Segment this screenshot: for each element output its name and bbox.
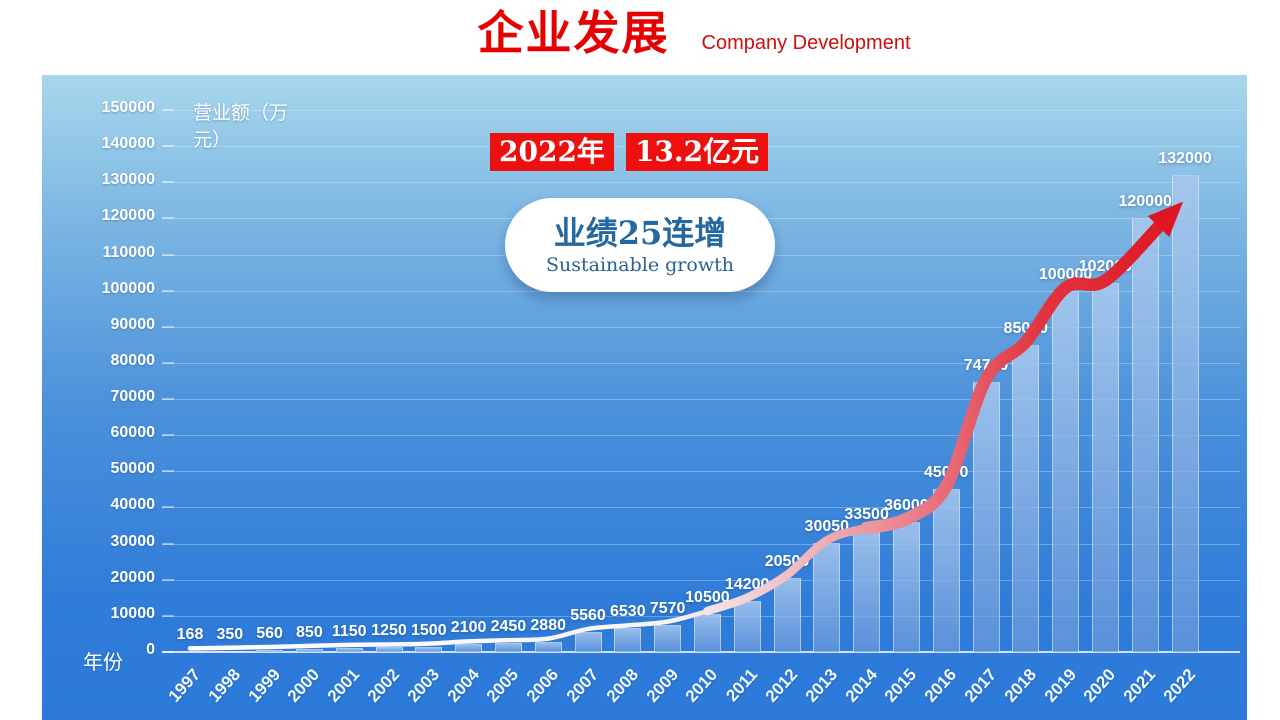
y-tick-mark-130000 xyxy=(162,181,174,184)
y-tick-label-130000: 130000 xyxy=(101,171,155,189)
growth-bubble: 业绩25连增 Sustainable growth xyxy=(505,198,775,292)
value-label-2018: 85000 xyxy=(1003,319,1049,337)
bar-2017 xyxy=(972,382,1000,652)
value-label-2012: 20500 xyxy=(764,552,810,570)
bar-2018 xyxy=(1012,344,1040,652)
highlight-callout: 2022年 13.2亿元 xyxy=(490,133,769,171)
y-tick-mark-80000 xyxy=(162,361,174,364)
y-tick-mark-50000 xyxy=(162,470,174,473)
y-tick-label-70000: 70000 xyxy=(110,388,156,406)
bar-2011 xyxy=(733,600,761,652)
bar-2005 xyxy=(494,643,522,652)
y-tick-mark-20000 xyxy=(162,578,174,581)
page-subtitle: Company Development xyxy=(701,32,911,54)
value-label-2022: 132000 xyxy=(1158,150,1212,168)
y-tick-label-50000: 50000 xyxy=(110,460,156,478)
value-label-2015: 36000 xyxy=(884,496,929,514)
y-tick-label-100000: 100000 xyxy=(101,279,155,297)
bar-2004 xyxy=(455,644,483,652)
y-tick-label-10000: 10000 xyxy=(110,604,156,622)
y-tick-mark-90000 xyxy=(162,325,174,328)
bar-2003 xyxy=(415,646,443,652)
y-tick-label-90000: 90000 xyxy=(110,315,156,333)
bar-1999 xyxy=(256,649,284,652)
page-header: 企业发展 Company Development xyxy=(54,0,1280,75)
y-axis-title: 营业额（万 元） xyxy=(193,100,288,154)
y-tick-mark-150000 xyxy=(162,109,174,111)
bubble-headline: 业绩25连增 xyxy=(553,214,727,252)
y-tick-label-120000: 120000 xyxy=(101,207,155,225)
value-label-2020: 102000 xyxy=(1078,258,1133,276)
value-label-2017: 74700 xyxy=(963,357,1009,375)
bar-2001 xyxy=(335,647,363,652)
gridline-130000 xyxy=(162,182,1240,184)
value-label-2011: 14200 xyxy=(724,575,770,593)
bar-2002 xyxy=(375,647,403,652)
x-axis-line xyxy=(162,651,1240,653)
x-axis-title: 年份 xyxy=(83,652,123,674)
bar-2010 xyxy=(693,614,721,652)
chart-panel: 营业额（万 元） 年份 2022年 13.2亿元 业绩25连增 Sustaina… xyxy=(42,75,1247,720)
callout-amount-chip: 13.2亿元 xyxy=(625,133,769,171)
value-label-2021: 120000 xyxy=(1118,193,1172,211)
y-tick-label-60000: 60000 xyxy=(110,424,156,442)
y-tick-mark-110000 xyxy=(162,253,174,256)
y-tick-mark-120000 xyxy=(162,217,174,220)
y-tick-label-30000: 30000 xyxy=(110,532,156,550)
bar-1997 xyxy=(176,651,204,652)
y-tick-label-20000: 20000 xyxy=(110,568,156,586)
y-axis-title-line1: 营业额（万 xyxy=(193,103,289,124)
gridline-150000 xyxy=(162,110,1240,111)
y-tick-label-40000: 40000 xyxy=(110,496,156,514)
y-tick-label-140000: 140000 xyxy=(101,135,155,153)
bar-2022 xyxy=(1171,175,1199,652)
bar-2007 xyxy=(574,631,602,652)
y-tick-label-110000: 110000 xyxy=(102,243,155,261)
value-label-2016: 45000 xyxy=(923,464,969,482)
y-tick-mark-140000 xyxy=(162,145,174,148)
bar-2006 xyxy=(534,641,562,652)
y-tick-mark-60000 xyxy=(162,434,174,437)
y-axis-title-line2: 元） xyxy=(193,130,232,151)
bar-2009 xyxy=(654,624,682,652)
y-tick-label-150000: 150000 xyxy=(101,99,155,116)
bar-1998 xyxy=(216,650,244,652)
bar-2021 xyxy=(1131,218,1159,652)
bar-2000 xyxy=(295,648,323,652)
y-tick-mark-30000 xyxy=(162,542,174,545)
y-tick-label-0: 0 xyxy=(146,641,155,658)
callout-year-chip: 2022年 xyxy=(490,133,614,171)
y-tick-mark-100000 xyxy=(162,289,174,292)
bar-2014 xyxy=(853,530,881,652)
y-tick-mark-40000 xyxy=(162,506,174,509)
y-tick-label-80000: 80000 xyxy=(110,351,156,369)
bar-2020 xyxy=(1091,283,1119,652)
y-tick-mark-10000 xyxy=(162,614,174,617)
bar-2019 xyxy=(1052,290,1080,652)
bar-2008 xyxy=(614,628,642,652)
bubble-subtext: Sustainable growth xyxy=(546,254,734,276)
bar-2015 xyxy=(892,521,920,652)
page-title: 企业发展 xyxy=(477,7,670,59)
y-tick-mark-70000 xyxy=(162,398,174,401)
